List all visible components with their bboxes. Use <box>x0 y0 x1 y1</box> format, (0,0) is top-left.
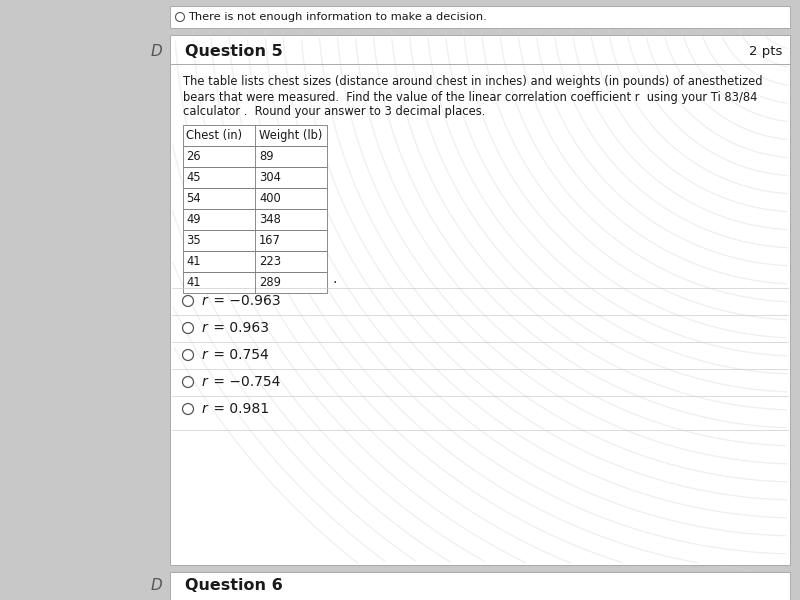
Text: = −0.754: = −0.754 <box>209 375 280 389</box>
Text: 54: 54 <box>186 192 201 205</box>
Text: = 0.981: = 0.981 <box>209 402 269 416</box>
FancyBboxPatch shape <box>183 146 327 167</box>
Text: There is not enough information to make a decision.: There is not enough information to make … <box>188 12 486 22</box>
Text: Chest (in): Chest (in) <box>186 129 242 142</box>
FancyBboxPatch shape <box>183 167 327 188</box>
Text: 45: 45 <box>186 171 201 184</box>
FancyBboxPatch shape <box>170 35 790 565</box>
Text: = 0.754: = 0.754 <box>209 348 269 362</box>
FancyBboxPatch shape <box>170 6 790 28</box>
Text: The table lists chest sizes (distance around chest in inches) and weights (in po: The table lists chest sizes (distance ar… <box>183 76 762 88</box>
Circle shape <box>182 377 194 388</box>
Text: r: r <box>202 321 208 335</box>
FancyBboxPatch shape <box>183 272 327 293</box>
Text: calculator .  Round your answer to 3 decimal places.: calculator . Round your answer to 3 deci… <box>183 106 486 118</box>
FancyBboxPatch shape <box>183 125 327 146</box>
Text: 2 pts: 2 pts <box>749 44 782 58</box>
Text: .: . <box>332 272 336 286</box>
Text: D: D <box>150 578 162 593</box>
Text: = 0.963: = 0.963 <box>209 321 269 335</box>
Circle shape <box>175 13 185 22</box>
Circle shape <box>182 323 194 334</box>
Text: 41: 41 <box>186 255 201 268</box>
FancyBboxPatch shape <box>170 572 790 600</box>
Text: r: r <box>202 402 208 416</box>
Text: 89: 89 <box>259 150 274 163</box>
Text: 26: 26 <box>186 150 201 163</box>
Text: = −0.963: = −0.963 <box>209 294 281 308</box>
Text: 304: 304 <box>259 171 281 184</box>
FancyBboxPatch shape <box>183 230 327 251</box>
Text: r: r <box>202 375 208 389</box>
Text: 289: 289 <box>259 276 281 289</box>
Text: Question 6: Question 6 <box>185 578 282 593</box>
FancyBboxPatch shape <box>183 209 327 230</box>
Text: 35: 35 <box>186 234 201 247</box>
Text: 223: 223 <box>259 255 281 268</box>
FancyBboxPatch shape <box>183 188 327 209</box>
Text: r: r <box>202 294 208 308</box>
Circle shape <box>182 403 194 415</box>
Text: r: r <box>202 348 208 362</box>
Text: 49: 49 <box>186 213 201 226</box>
Circle shape <box>182 295 194 307</box>
Text: Weight (lb): Weight (lb) <box>259 129 322 142</box>
FancyBboxPatch shape <box>183 251 327 272</box>
Text: 167: 167 <box>259 234 281 247</box>
Text: 41: 41 <box>186 276 201 289</box>
Text: bears that were measured.  Find the value of the linear correlation coefficient : bears that were measured. Find the value… <box>183 91 758 103</box>
Text: D: D <box>150 44 162 59</box>
Text: 400: 400 <box>259 192 281 205</box>
Circle shape <box>182 349 194 361</box>
Text: 348: 348 <box>259 213 281 226</box>
Text: Question 5: Question 5 <box>185 43 282 58</box>
